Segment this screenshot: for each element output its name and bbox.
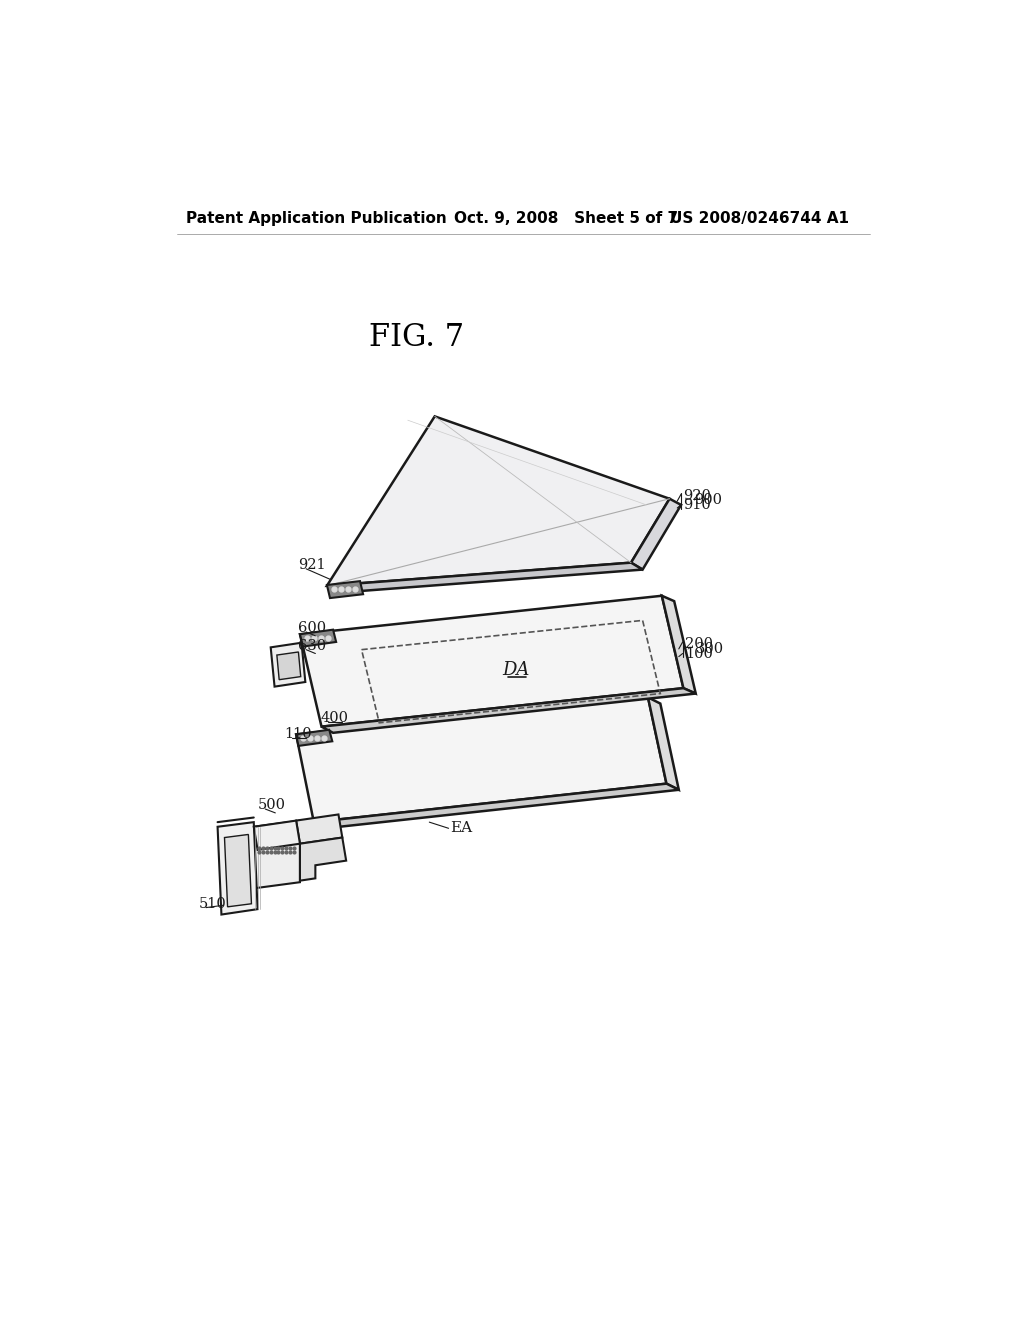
Text: 921: 921 <box>298 558 326 572</box>
Text: Patent Application Publication: Patent Application Publication <box>186 211 446 226</box>
Text: 100: 100 <box>685 647 713 660</box>
Text: 630: 630 <box>298 639 327 653</box>
Polygon shape <box>300 838 346 880</box>
Polygon shape <box>322 688 695 733</box>
Text: FIG. 7: FIG. 7 <box>370 322 465 352</box>
Text: US 2008/0246744 A1: US 2008/0246744 A1 <box>670 211 849 226</box>
Polygon shape <box>327 416 670 586</box>
Text: 200: 200 <box>685 636 713 651</box>
Polygon shape <box>313 784 679 829</box>
Text: 500: 500 <box>258 799 286 812</box>
Text: 910: 910 <box>683 498 712 512</box>
Text: 510: 510 <box>199 896 226 911</box>
Polygon shape <box>276 652 301 680</box>
Polygon shape <box>296 730 333 746</box>
Polygon shape <box>300 630 336 647</box>
Text: 110: 110 <box>285 727 312 742</box>
Text: EA: EA <box>451 821 472 836</box>
Text: 900: 900 <box>694 494 722 507</box>
Polygon shape <box>327 581 364 598</box>
Polygon shape <box>224 834 252 907</box>
Polygon shape <box>327 562 643 593</box>
Text: 600: 600 <box>298 622 327 635</box>
Polygon shape <box>296 814 342 843</box>
Polygon shape <box>217 822 258 915</box>
Polygon shape <box>631 499 681 570</box>
Polygon shape <box>296 697 667 822</box>
Polygon shape <box>254 821 300 850</box>
Text: 300: 300 <box>695 642 724 656</box>
Text: 920: 920 <box>683 488 712 503</box>
Polygon shape <box>300 595 683 726</box>
Text: Oct. 9, 2008   Sheet 5 of 7: Oct. 9, 2008 Sheet 5 of 7 <box>454 211 678 226</box>
Text: 400: 400 <box>321 711 349 725</box>
Polygon shape <box>648 697 679 789</box>
Polygon shape <box>254 821 300 888</box>
Polygon shape <box>270 643 305 686</box>
Polygon shape <box>662 595 695 693</box>
Text: DA: DA <box>502 661 529 680</box>
